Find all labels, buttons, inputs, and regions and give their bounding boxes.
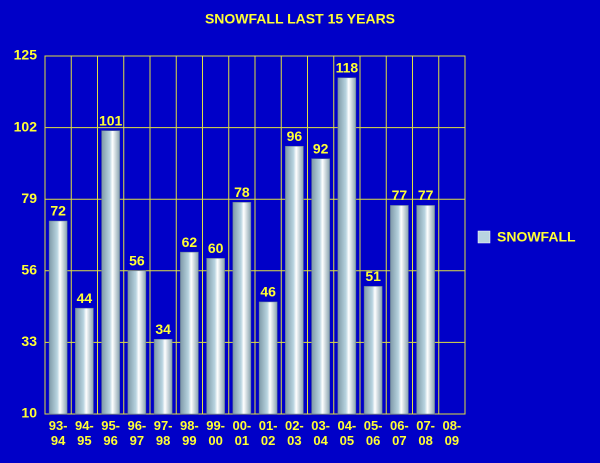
bar bbox=[311, 158, 330, 415]
bar bbox=[390, 205, 409, 415]
bar bbox=[416, 205, 435, 415]
data-label: 78 bbox=[234, 184, 250, 200]
bar bbox=[232, 202, 252, 415]
bar bbox=[337, 77, 357, 415]
bar bbox=[363, 286, 383, 415]
x-tick-label: 00-01 bbox=[232, 418, 252, 448]
data-label: 72 bbox=[50, 203, 66, 219]
x-tick-label: 99-00 bbox=[206, 418, 226, 448]
plot-border bbox=[44, 55, 466, 415]
bar bbox=[180, 251, 199, 415]
bar bbox=[285, 146, 304, 415]
x-tick-label: 06-07 bbox=[389, 418, 409, 448]
data-label: 34 bbox=[155, 321, 171, 337]
data-label: 62 bbox=[182, 234, 198, 250]
x-tick-label: 93-94 bbox=[48, 418, 68, 448]
bar bbox=[153, 339, 173, 415]
bar bbox=[258, 301, 278, 415]
data-label: 56 bbox=[129, 253, 145, 269]
y-tick-label: 33 bbox=[21, 333, 37, 349]
bar bbox=[206, 258, 225, 415]
data-label: 118 bbox=[336, 59, 359, 75]
y-tick-label: 10 bbox=[21, 405, 37, 421]
bar bbox=[101, 130, 120, 415]
x-tick-label: 08-09 bbox=[442, 418, 462, 448]
x-tick-label: 02-03 bbox=[284, 418, 304, 448]
data-label: 77 bbox=[392, 187, 408, 203]
chart-title: SNOWFALL LAST 15 YEARS bbox=[205, 11, 395, 27]
x-tick-label: 07-08 bbox=[416, 418, 436, 448]
y-tick-label: 56 bbox=[21, 262, 37, 278]
data-label: 77 bbox=[418, 187, 434, 203]
bar bbox=[127, 270, 147, 415]
x-tick-label: 05-06 bbox=[363, 418, 383, 448]
y-tick-label: 79 bbox=[21, 190, 37, 206]
data-label: 101 bbox=[99, 112, 123, 128]
bar bbox=[48, 220, 68, 415]
x-tick-label: 96-97 bbox=[127, 418, 147, 448]
data-label: 44 bbox=[77, 290, 93, 306]
data-label: 96 bbox=[287, 128, 303, 144]
x-tick-label: 03-04 bbox=[311, 418, 331, 448]
data-label: 92 bbox=[313, 140, 329, 156]
x-tick-label: 95-96 bbox=[101, 418, 121, 448]
bar bbox=[75, 307, 94, 415]
data-label: 46 bbox=[260, 284, 276, 300]
data-label: 60 bbox=[208, 240, 224, 256]
x-tick-label: 04-05 bbox=[337, 418, 357, 448]
y-tick-label: 102 bbox=[14, 118, 38, 134]
x-tick-label: 98-99 bbox=[179, 418, 199, 448]
y-tick-label: 125 bbox=[14, 47, 38, 63]
x-tick-label: 97-98 bbox=[153, 418, 173, 448]
legend-label: SNOWFALL bbox=[497, 229, 576, 245]
data-label: 51 bbox=[365, 268, 381, 284]
x-tick-label: 94-95 bbox=[74, 418, 94, 448]
x-tick-label: 01-02 bbox=[258, 418, 278, 448]
legend-swatch bbox=[477, 230, 491, 244]
